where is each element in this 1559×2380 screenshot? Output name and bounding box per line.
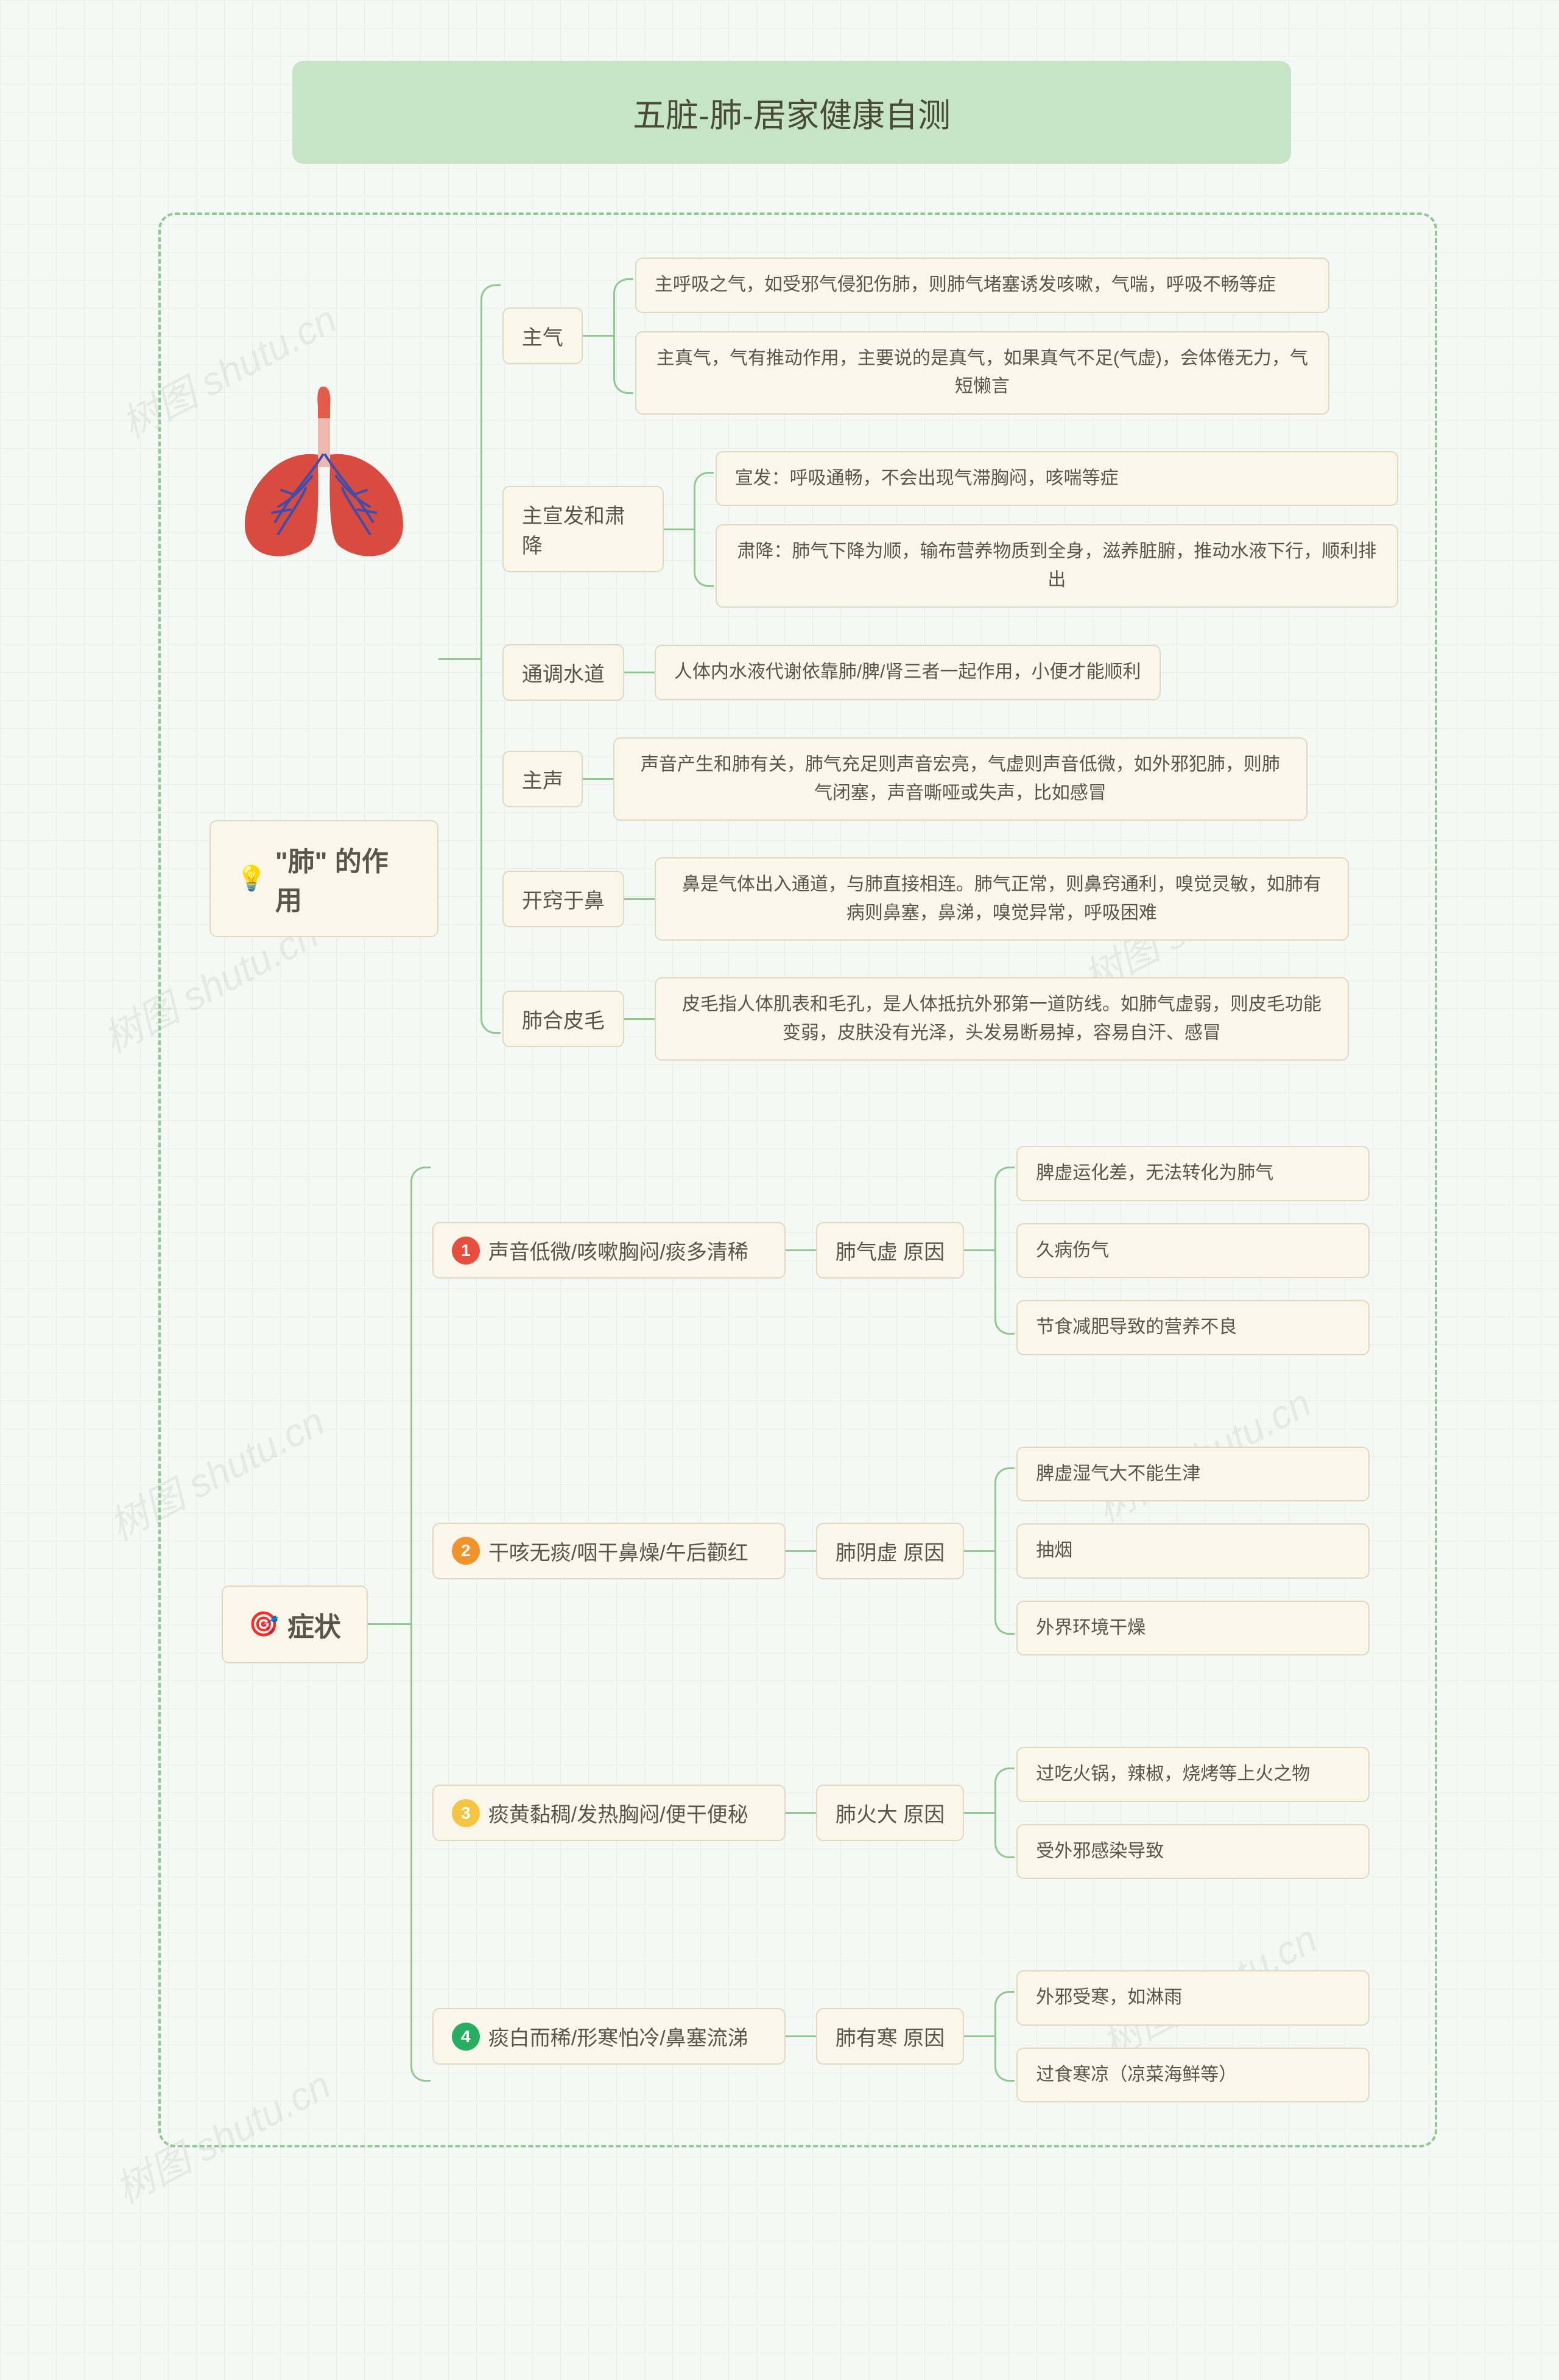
bulb-icon: 💡 — [236, 864, 267, 893]
cause-item: 节食减肥导致的营养不良 — [1016, 1300, 1370, 1355]
cause-label-node: 肺火大 原因 — [816, 1785, 964, 1841]
symptom-text: 痰白而稀/形寒怕冷/鼻塞流涕 — [488, 2021, 748, 2051]
cause-item: 久病伤气 — [1016, 1223, 1370, 1279]
cause-label-node: 肺有寒 原因 — [816, 2008, 964, 2065]
function-node: 主声 — [502, 751, 583, 807]
cause-item: 过吃火锅，辣椒，烧烤等上火之物 — [1016, 1747, 1370, 1802]
function-detail: 肃降：肺气下降为顺，输布营养物质到全身，滋养脏腑，推动水液下行，顺利排出 — [716, 524, 1398, 608]
function-detail: 主呼吸之气，如受邪气侵犯伤肺，则肺气堵塞诱发咳嗽，气喘，呼吸不畅等症 — [635, 258, 1329, 313]
cause-item: 脾虚运化差，无法转化为肺气 — [1016, 1146, 1370, 1201]
page-title: 五脏-肺-居家健康自测 — [292, 61, 1291, 164]
symptom-node: 4 痰白而稀/形寒怕冷/鼻塞流涕 — [432, 2008, 786, 2065]
function-node: 主宣发和肃降 — [502, 486, 664, 572]
function-detail: 声音产生和肺有关，肺气充足则声音宏亮，气虚则声音低微，如外邪犯肺，则肺气闭塞，声… — [613, 737, 1307, 821]
section-symptoms-label: 症状 — [287, 1605, 341, 1644]
cause-item: 受外邪感染导致 — [1016, 1824, 1370, 1880]
symptom-text: 痰黄黏稠/发热胸闷/便干便秘 — [488, 1798, 748, 1828]
number-badge: 4 — [452, 2023, 480, 2051]
function-detail: 皮毛指人体肌表和毛孔，是人体抵抗外邪第一道防线。如肺气虚弱，则皮毛功能变弱，皮肤… — [655, 977, 1349, 1061]
cause-label-node: 肺阴虚 原因 — [816, 1523, 964, 1579]
function-detail: 主真气，气有推动作用，主要说的是真气，如果真气不足(气虚)，会体倦无力，气短懒言 — [635, 331, 1329, 415]
symptoms-list: 1 声音低微/咳嗽胸闷/痰多清稀 肺气虚 原因脾虚运化差，无法转化为肺气久病伤气节食… — [432, 1146, 1370, 2102]
section-functions-label: "肺" 的作用 — [275, 840, 412, 918]
symptom-node: 1 声音低微/咳嗽胸闷/痰多清稀 — [432, 1222, 786, 1279]
mindmap-frame: 💡 "肺" 的作用 主气主呼吸之气，如受邪气侵犯伤肺，则肺气堵塞诱发咳嗽，气喘，… — [158, 212, 1437, 2147]
function-node: 开窍于鼻 — [502, 871, 624, 927]
cause-label-node: 肺气虚 原因 — [816, 1222, 964, 1279]
symptom-node: 3 痰黄黏稠/发热胸闷/便干便秘 — [432, 1785, 786, 1841]
function-detail: 人体内水液代谢依靠肺/脾/肾三者一起作用，小便才能顺利 — [655, 645, 1161, 700]
section-functions: 💡 "肺" 的作用 — [209, 820, 438, 937]
symptom-node: 2 干咳无痰/咽干鼻燥/午后颧红 — [432, 1523, 786, 1579]
function-node: 通调水道 — [502, 644, 624, 701]
function-node: 主气 — [502, 307, 583, 364]
cause-item: 外邪受寒，如淋雨 — [1016, 1970, 1370, 2026]
symptom-text: 声音低微/咳嗽胸闷/痰多清稀 — [488, 1235, 748, 1265]
number-badge: 2 — [452, 1537, 480, 1565]
cause-item: 抽烟 — [1016, 1523, 1370, 1579]
cause-item: 过食寒凉（凉菜海鲜等） — [1016, 2048, 1370, 2103]
function-detail: 宣发：呼吸通畅，不会出现气滞胸闷，咳喘等症 — [716, 451, 1398, 507]
cause-item: 脾虚湿气大不能生津 — [1016, 1447, 1370, 1502]
target-icon: 🎯 — [248, 1610, 279, 1638]
lungs-illustration — [220, 382, 428, 564]
functions-list: 主气主呼吸之气，如受邪气侵犯伤肺，则肺气堵塞诱发咳嗽，气喘，呼吸不畅等症主真气，… — [502, 258, 1398, 1061]
cause-item: 外界环境干燥 — [1016, 1601, 1370, 1656]
number-badge: 3 — [452, 1799, 480, 1827]
function-node: 肺合皮毛 — [502, 991, 624, 1047]
number-badge: 1 — [452, 1237, 480, 1265]
function-detail: 鼻是气体出入通道，与肺直接相连。肺气正常，则鼻窍通利，嗅觉灵敏，如肺有病则鼻塞，… — [655, 857, 1349, 941]
symptom-text: 干咳无痰/咽干鼻燥/午后颧红 — [488, 1536, 748, 1566]
section-symptoms: 🎯 症状 — [222, 1585, 368, 1663]
